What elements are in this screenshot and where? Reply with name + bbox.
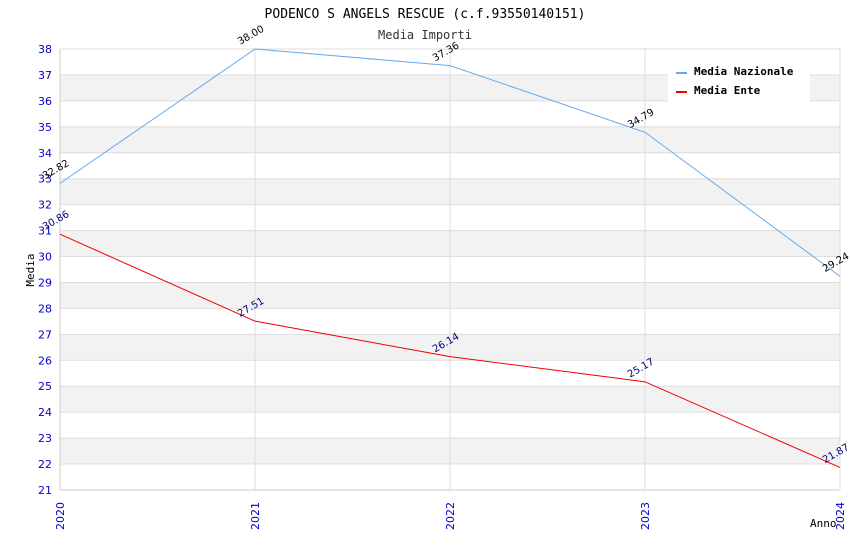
y-tick-label: 26 <box>38 354 52 367</box>
y-tick-label: 34 <box>38 147 52 160</box>
y-tick-label: 36 <box>38 95 52 108</box>
y-tick-labels: 21 22 23 24 25 26 27 28 29 30 31 32 33 34 35 36 37 38 <box>38 43 52 497</box>
data-label: 30.86 <box>41 209 71 233</box>
chart-title: PODENCO S ANGELS RESCUE (c.f.93550140151… <box>265 7 586 22</box>
y-tick-label: 25 <box>38 380 52 393</box>
x-tick-label: 2020 <box>54 502 67 530</box>
y-tick-label: 22 <box>38 458 52 471</box>
series-line-media-ente <box>59 233 841 468</box>
data-label: 37.36 <box>431 40 461 64</box>
axes <box>59 49 840 491</box>
legend-label-nazionale: Media Nazionale <box>694 65 794 78</box>
legend: Media Nazionale Media Ente <box>668 60 810 102</box>
y-tick-label: 28 <box>38 302 52 315</box>
y-axis-label: Media <box>24 253 37 286</box>
chart-subtitle: Media Importi <box>378 28 472 42</box>
y-tick-label: 27 <box>38 328 52 341</box>
y-tick-label: 30 <box>38 251 52 264</box>
x-tick-label: 2021 <box>249 502 262 530</box>
x-tick-label: 2024 <box>834 502 847 530</box>
y-tick-label: 35 <box>38 121 52 134</box>
y-tick-label: 21 <box>38 484 52 497</box>
y-tick-label: 31 <box>38 225 52 238</box>
y-tick-label: 37 <box>38 69 52 82</box>
x-axis-label: Anno <box>810 517 837 530</box>
series-lines <box>59 48 841 468</box>
grid-lines <box>59 48 841 491</box>
y-tick-label: 29 <box>38 276 52 289</box>
y-tick-label: 38 <box>38 43 52 56</box>
legend-label-ente: Media Ente <box>694 84 761 97</box>
y-tick-label: 24 <box>38 406 52 419</box>
y-tick-label: 33 <box>38 173 52 186</box>
y-tick-label: 23 <box>38 432 52 445</box>
x-tick-labels: 2020 2021 2022 2023 2024 <box>54 502 847 530</box>
series-line-media-nazionale <box>59 48 841 277</box>
y-tick-label: 32 <box>38 199 52 212</box>
x-tick-label: 2023 <box>639 502 652 530</box>
x-tick-label: 2022 <box>444 502 457 530</box>
data-label: 38.00 <box>236 24 266 48</box>
legend-box <box>668 60 810 102</box>
